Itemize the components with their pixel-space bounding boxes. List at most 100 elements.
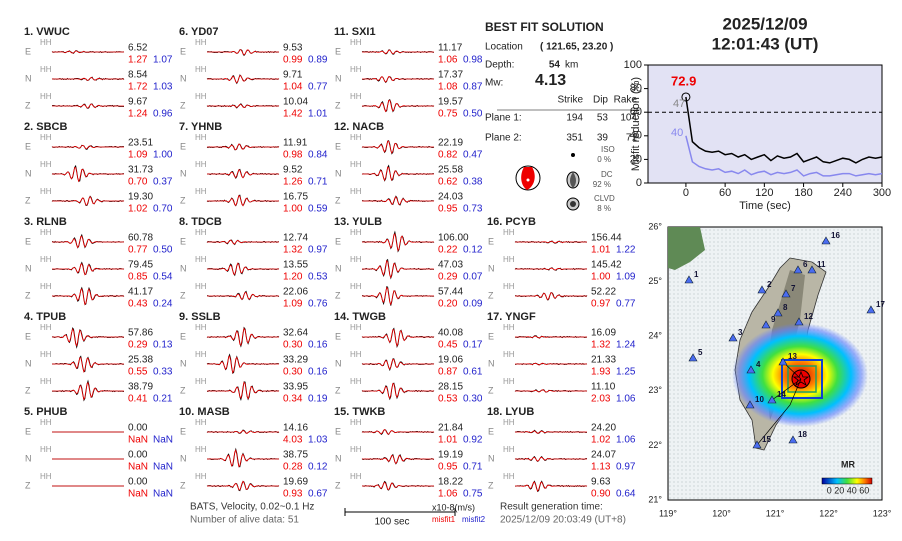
y-tick-label: 40 (630, 130, 642, 142)
misfit1: NaN (128, 462, 148, 473)
misfit2: 1.07 (153, 55, 173, 66)
misfit2: 0.64 (616, 489, 636, 500)
channel: HH (40, 187, 52, 196)
misfit1: 0.53 (438, 394, 458, 405)
channel: HH (503, 255, 515, 264)
location-label: Location (485, 42, 523, 53)
misfit1: 4.03 (283, 435, 303, 446)
synthetic-waveform (362, 329, 434, 348)
misfit1: 1.00 (591, 272, 611, 283)
misfit2: 0.98 (463, 55, 483, 66)
misfit1: 1.93 (591, 367, 611, 378)
synthetic-waveform (362, 196, 434, 206)
synthetic-waveform (362, 233, 434, 252)
lon-label: 121° (766, 508, 785, 518)
amplitude: 16.09 (591, 328, 616, 339)
scale-label: 100 sec (374, 517, 409, 528)
component: E (25, 331, 31, 341)
synthetic-waveform (362, 259, 434, 279)
map-legend-title: MR (841, 459, 855, 469)
misfit2: 0.75 (463, 489, 483, 500)
misfit1: 0.43 (128, 299, 148, 310)
mw: 4.13 (535, 72, 566, 89)
synthetic-waveform (52, 50, 124, 54)
misfit1: 0.93 (283, 489, 303, 500)
dc-label: DC (601, 170, 613, 179)
component: N (25, 263, 32, 273)
misfit1: 0.30 (283, 367, 303, 378)
channel: HH (503, 323, 515, 332)
y-axis-label: Misfit reduction (%) (630, 77, 642, 171)
misfit1: 1.26 (283, 177, 303, 188)
amplitude: 33.95 (283, 382, 308, 393)
component: N (335, 263, 342, 273)
synthetic-waveform (207, 49, 279, 56)
station-marker (773, 308, 783, 317)
misfit1: 0.97 (591, 299, 611, 310)
synthetic-waveform (362, 358, 434, 370)
misfit1: 1.09 (283, 299, 303, 310)
synthetic-waveform (207, 169, 279, 179)
channel: HH (195, 282, 207, 291)
misfit1: 0.22 (438, 245, 458, 256)
unit: x10-8(m/s) (432, 502, 475, 512)
channel: HH (195, 255, 207, 264)
amplitude: 21.33 (591, 355, 616, 366)
misfit2: 0.77 (616, 299, 636, 310)
station-marker (778, 357, 788, 366)
channel: HH (40, 160, 52, 169)
misfit1-legend: misfit1 (432, 515, 456, 524)
misfit2: 1.00 (153, 150, 173, 161)
synthetic-waveform (207, 143, 279, 151)
component: N (180, 73, 187, 83)
amplitude: 25.38 (128, 355, 153, 366)
amplitude: 18.22 (438, 477, 463, 488)
component: N (25, 73, 32, 83)
component: Z (180, 195, 186, 205)
amplitude: 16.75 (283, 192, 308, 203)
plane-value: 351 (566, 133, 583, 144)
misfit2-legend: misfit2 (462, 515, 486, 524)
synthetic-waveform (52, 357, 124, 373)
amplitude: 52.22 (591, 287, 616, 298)
misfit2: 0.12 (463, 245, 483, 256)
misfit1: 2.03 (591, 394, 611, 405)
misfit1: 1.13 (591, 462, 611, 473)
peak-marker (681, 92, 691, 102)
channel: HH (350, 160, 362, 169)
station-label: 3 (738, 328, 743, 337)
channel: HH (503, 445, 515, 454)
misfit2: 0.16 (308, 340, 328, 351)
amplitude: 40.08 (438, 328, 463, 339)
synthetic-waveform (207, 194, 279, 207)
channel: HH (350, 418, 362, 427)
amplitude: 9.67 (128, 97, 148, 108)
amplitude: 19.30 (128, 192, 153, 203)
channel: HH (40, 282, 52, 291)
station-marker (767, 395, 777, 404)
synthetic-waveform (515, 430, 587, 434)
chart-frame (647, 64, 883, 184)
misfit2: 0.33 (153, 367, 173, 378)
table-header: Dip (593, 95, 608, 106)
station-marker (807, 265, 817, 274)
misfit1: NaN (128, 435, 148, 446)
channel: HH (195, 187, 207, 196)
misfit1: 0.41 (128, 394, 148, 405)
component: Z (180, 480, 186, 490)
amplitude: 25.58 (438, 165, 463, 176)
alive-data: Number of alive data: 51 (190, 515, 299, 526)
lon-label: 119° (659, 508, 677, 518)
amplitude: 11.17 (438, 43, 463, 54)
observed-waveform (206, 194, 280, 207)
misfit1: 0.95 (438, 204, 458, 215)
misfit2: 0.61 (463, 367, 483, 378)
misfit2: 0.92 (463, 435, 483, 446)
synthetic-waveform (207, 75, 279, 84)
solution-title: BEST FIT SOLUTION (485, 20, 604, 34)
amplitude: 38.79 (128, 382, 153, 393)
misfit2: 0.89 (308, 55, 328, 66)
station-name: 5. PHUB (24, 406, 67, 418)
amplitude: 9.52 (283, 165, 303, 176)
component: E (180, 141, 186, 151)
